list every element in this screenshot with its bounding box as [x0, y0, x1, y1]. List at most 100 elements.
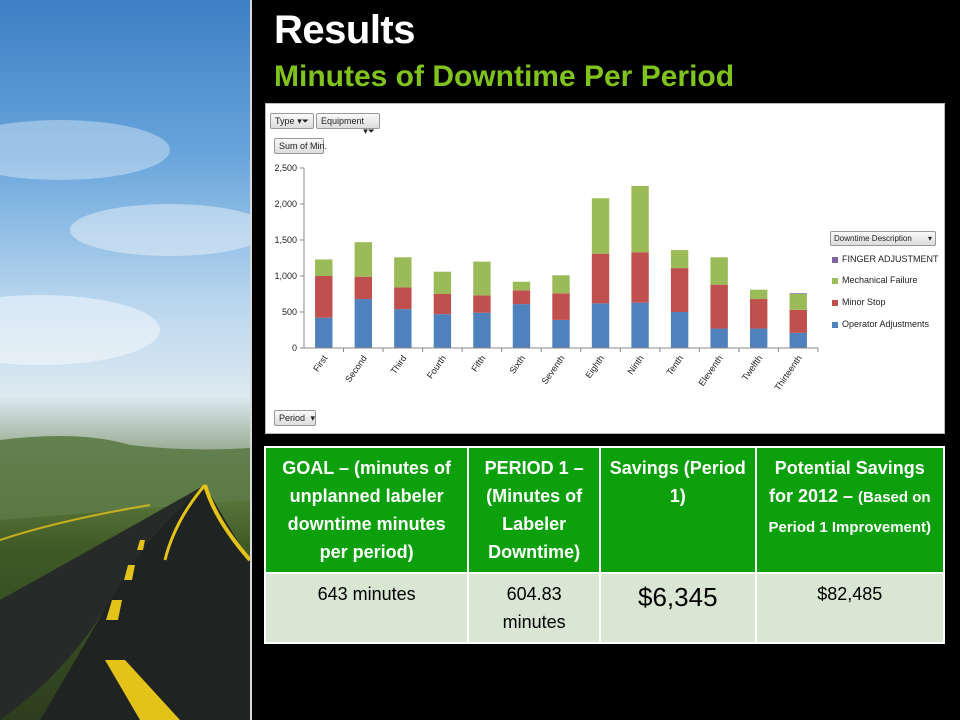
period-field-button[interactable]: Period ▾	[274, 410, 316, 426]
legend-swatch	[832, 277, 838, 284]
bar-segment	[433, 294, 452, 315]
legend-field-label: Downtime Description	[834, 234, 912, 243]
slide-subtitle: Minutes of Downtime Per Period	[274, 60, 735, 93]
bar-segment	[631, 186, 649, 253]
period-field-label: Period	[279, 413, 306, 423]
bar-segment	[789, 332, 807, 348]
savings-header: Savings (Period 1)	[599, 446, 757, 574]
y-axis: 0 500 1,000 1,500 2,000 2,500	[274, 163, 305, 353]
x-tick-label: Third	[389, 353, 409, 376]
legend-label: FINGER ADJUSTMENT	[842, 254, 939, 264]
y-tick-label: 1,500	[274, 235, 297, 245]
bar-segment	[710, 257, 728, 285]
road-illustration	[0, 120, 250, 720]
y-tick-label: 1,000	[274, 271, 297, 281]
bars-group	[315, 186, 807, 348]
bar-segment	[433, 271, 452, 294]
type-filter-button[interactable]: Type ▾⏷	[270, 113, 314, 129]
bar-segment	[512, 304, 531, 348]
bar-segment	[789, 294, 807, 310]
period1-value: 604.83 minutes	[467, 572, 602, 644]
x-tick-label: Fourth	[425, 353, 448, 380]
table-row: 643 minutes 604.83 minutes $6,345 $82,48…	[263, 572, 946, 644]
legend-item-operator-adjustments: Operator Adjustments	[832, 319, 929, 329]
x-tick-label: Eighth	[583, 353, 606, 380]
bar-segment	[354, 276, 373, 300]
legend-label: Minor Stop	[842, 297, 886, 307]
bar-segment	[710, 328, 728, 348]
bar-segment	[670, 268, 689, 312]
goal-value: 643 minutes	[263, 572, 470, 644]
table-header-row: GOAL – (minutes of unplanned labeler dow…	[263, 446, 946, 574]
bar-segment	[749, 289, 768, 300]
equipment-filter-label: Equipment	[321, 116, 365, 126]
bar-segment	[552, 293, 570, 320]
savings-value: $6,345	[599, 572, 757, 644]
savings-table: GOAL – (minutes of unplanned labeler dow…	[263, 446, 946, 644]
legend-swatch	[832, 299, 838, 306]
bar-segment	[473, 312, 491, 348]
bar-segment	[473, 261, 491, 296]
legend-swatch	[832, 321, 838, 328]
type-filter-label: Type	[275, 116, 295, 126]
pivot-chart: 0 500 1,000 1,500 2,000 2,500 First Second Thir…	[265, 103, 945, 434]
panel-divider	[250, 0, 252, 720]
bar-segment	[394, 309, 412, 348]
legend-item-minor-stop: Minor Stop	[832, 297, 886, 307]
legend-swatch	[832, 256, 838, 263]
road-background-image	[0, 0, 250, 720]
y-tick-label: 0	[292, 343, 297, 353]
bar-segment	[789, 309, 807, 333]
x-tick-label: Eleventh	[697, 353, 725, 387]
x-tick-label: Thirteenth	[772, 353, 803, 392]
goal-header: GOAL – (minutes of unplanned labeler dow…	[263, 446, 470, 574]
x-tick-label: Seventh	[540, 353, 567, 386]
value-field-button[interactable]: Sum of Min.	[274, 138, 327, 154]
legend-field-button[interactable]: Downtime Description ▾	[830, 231, 936, 246]
bar-segment	[512, 281, 531, 291]
bar-segment	[433, 314, 452, 348]
legend-item-mechanical-failure: Mechanical Failure	[832, 275, 918, 285]
bar-segment	[710, 284, 728, 329]
filter-funnel-icon: ▾⏷	[363, 126, 375, 136]
bar-segment	[473, 295, 491, 313]
bar-segment	[315, 276, 333, 318]
potential-header-note: (Based on Period 1 Improvement)	[768, 489, 932, 536]
x-axis: First Second Third Fourth Fifth Sixth Seventh E…	[304, 347, 819, 392]
y-tick-label: 2,000	[274, 199, 297, 209]
bar-segment	[749, 328, 768, 348]
bar-segment	[591, 303, 610, 348]
y-tick-label: 2,500	[274, 163, 297, 173]
period1-header: PERIOD 1 – (Minutes of Labeler Downtime)	[467, 446, 602, 574]
bar-segment	[512, 290, 531, 305]
bar-segment	[789, 293, 807, 294]
x-tick-label: Sixth	[507, 353, 527, 375]
bar-segment	[394, 257, 412, 288]
x-tick-label: Tenth	[664, 353, 685, 377]
chevron-down-icon: ▾	[310, 413, 316, 423]
bar-segment	[670, 250, 689, 269]
bar-segment	[552, 275, 570, 294]
x-tick-label: Fifth	[469, 353, 487, 373]
bar-segment	[670, 312, 689, 348]
bar-segment	[591, 198, 610, 254]
bar-segment	[394, 287, 412, 310]
chevron-down-icon: ▾	[927, 234, 932, 243]
x-tick-label: Ninth	[625, 353, 645, 376]
chart-canvas: 0 500 1,000 1,500 2,000 2,500 First Second Thir…	[274, 163, 819, 392]
y-tick-label: 500	[282, 307, 297, 317]
bar-segment	[354, 299, 373, 348]
x-tick-label: Twelfth	[740, 353, 765, 382]
potential-header: Potential Savings for 2012 – (Based on P…	[754, 446, 946, 574]
bar-segment	[631, 252, 649, 303]
equipment-filter-button[interactable]: Equipment ▾⏷	[316, 113, 380, 136]
potential-value: $82,485	[754, 572, 946, 644]
potential-header-main: Potential Savings for 2012 –	[768, 458, 925, 506]
bar-segment	[552, 319, 570, 348]
bar-segment	[591, 253, 610, 304]
bar-segment	[631, 302, 649, 348]
bar-segment	[315, 317, 333, 348]
filter-funnel-icon: ▾⏷	[297, 116, 309, 126]
bar-segment	[354, 242, 373, 277]
legend-item-finger-adjustment: FINGER ADJUSTMENT	[832, 254, 939, 264]
